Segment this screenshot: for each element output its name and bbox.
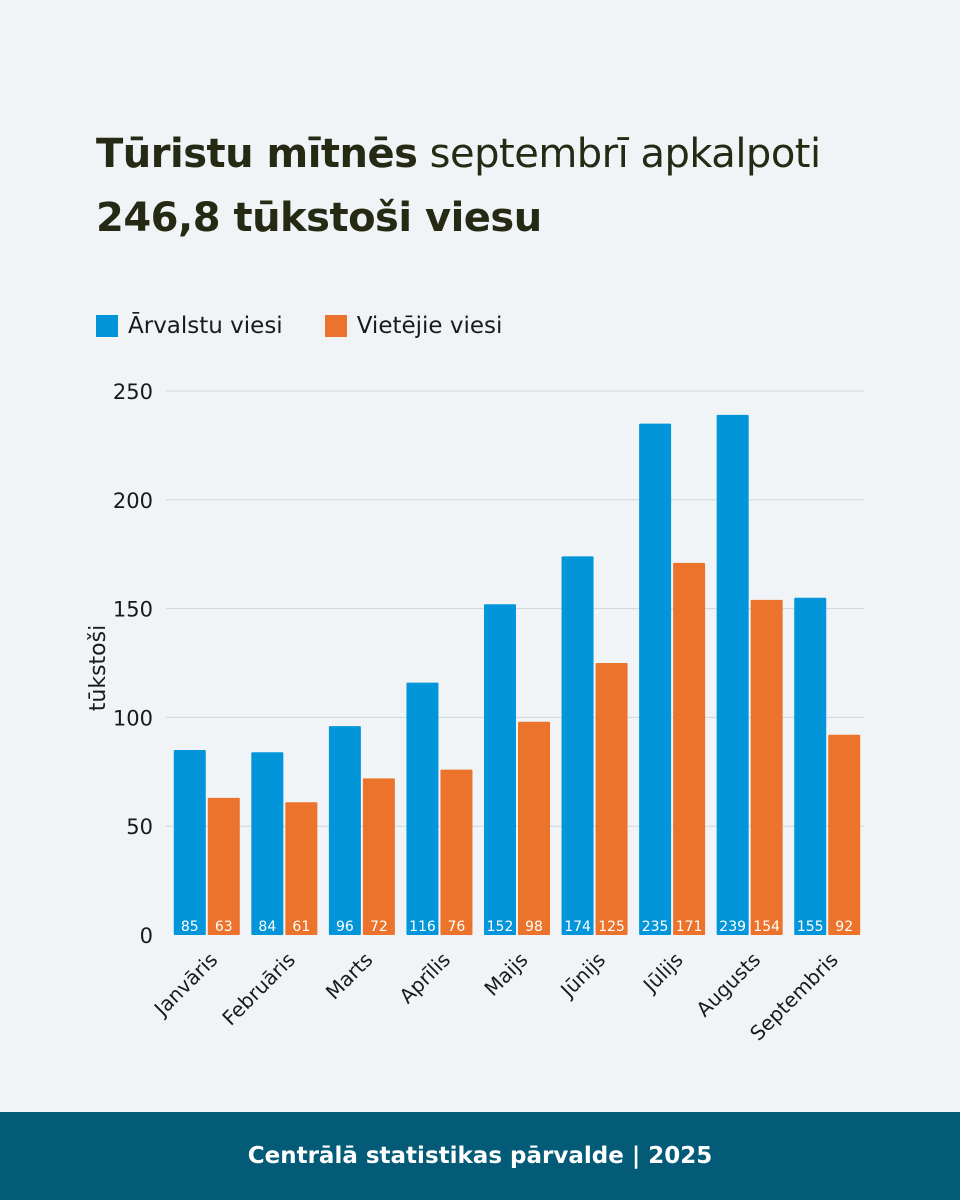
bar-foreign (716, 414, 749, 935)
title-second-line: 246,8 tūkstoši viesu (96, 195, 542, 241)
bar-data-label: 116 (409, 919, 436, 935)
x-tick-label: Jūnijs (554, 948, 610, 1004)
bar-data-label: 96 (336, 919, 354, 935)
legend-swatch-foreign (96, 315, 118, 337)
bar-data-label: 85 (181, 919, 199, 935)
bar-data-label: 239 (719, 919, 746, 935)
bar-local (362, 778, 395, 935)
y-tick-label: 100 (113, 706, 153, 730)
bar-local (285, 802, 318, 935)
legend-label-local: Vietējie viesi (356, 313, 503, 339)
bar-data-label: 171 (676, 919, 703, 935)
bar-data-label: 98 (525, 919, 543, 935)
footer-text: Centrālā statistikas pārvalde | 2025 (247, 1143, 713, 1169)
x-tick-label: Marts (321, 948, 378, 1005)
bar-data-label: 72 (370, 919, 388, 935)
legend: Ārvalstu viesi Vietējie viesi (96, 310, 544, 342)
bar-local (750, 599, 783, 935)
bar-data-label: 92 (835, 919, 853, 935)
bar-data-label: 152 (487, 919, 514, 935)
bar-data-label: 174 (564, 919, 591, 935)
bar-foreign (484, 604, 516, 935)
y-tick-label: 250 (113, 380, 153, 404)
bar-foreign (251, 752, 284, 935)
x-tick-label: Aprīlis (394, 948, 455, 1009)
y-tick-label: 200 (113, 489, 153, 513)
footer: Centrālā statistikas pārvalde | 2025 (0, 1112, 960, 1200)
legend-item-foreign: Ārvalstu viesi (96, 313, 283, 339)
bar-data-label: 76 (448, 919, 466, 935)
x-tick-label: Maijs (479, 948, 532, 1001)
x-tick-label: Janvāris (148, 948, 222, 1022)
bar-local (518, 721, 550, 935)
bar-data-label: 61 (292, 919, 310, 935)
bar-data-label: 125 (598, 919, 625, 935)
title-regular-part: septembrī apkalpoti (417, 131, 821, 177)
bar-data-label: 63 (215, 919, 233, 935)
title-bold-part: Tūristu mītnēs (96, 131, 418, 177)
bar-foreign (328, 726, 361, 935)
legend-label-foreign: Ārvalstu viesi (128, 313, 283, 339)
bar-data-label: 155 (797, 919, 824, 935)
bar-foreign (639, 423, 672, 935)
bar-local (595, 663, 628, 935)
bar-foreign (406, 682, 439, 935)
bar-local (673, 562, 706, 935)
bar-chart: 0 50 100 150 200 250 tūkstoši 85 63 Janvāris 84 61 F… (86, 380, 864, 1045)
legend-item-local: Vietējie viesi (324, 313, 503, 339)
bar-data-label: 154 (753, 919, 780, 935)
y-tick-label: 50 (126, 815, 153, 839)
bar-foreign (794, 597, 827, 935)
y-axis-label: tūkstoši (86, 625, 111, 711)
bar-local (828, 734, 861, 935)
x-tick-label: Jūlijs (637, 948, 688, 999)
y-tick-label: 150 (113, 598, 153, 622)
bar-data-label: 84 (258, 919, 276, 935)
legend-swatch-local (324, 315, 347, 337)
bar-data-label: 235 (642, 919, 669, 935)
bar-local (207, 797, 240, 935)
y-tick-label: 0 (140, 924, 153, 948)
bar-foreign (173, 750, 206, 935)
bar-foreign (561, 556, 594, 935)
x-tick-label: Augusts (691, 948, 765, 1022)
chart-title: Tūristu mītnēs septembrī apkalpoti 246,8… (96, 122, 916, 250)
x-tick-label: Februāris (217, 948, 300, 1031)
bar-local (440, 769, 473, 935)
